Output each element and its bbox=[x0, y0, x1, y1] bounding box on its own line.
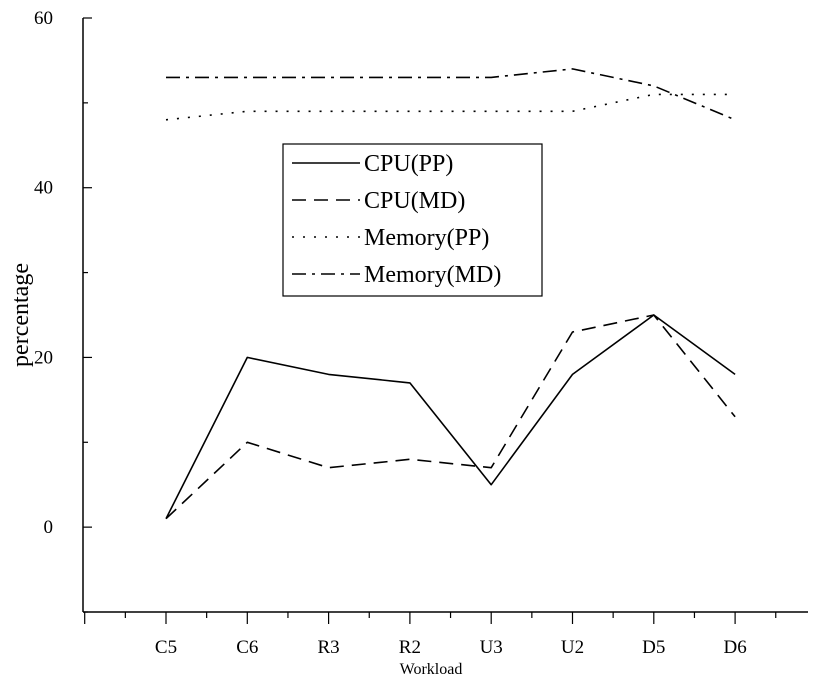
y-tick-label: 20 bbox=[34, 347, 53, 368]
x-tick-label: C5 bbox=[155, 637, 177, 658]
x-tick-label: R2 bbox=[399, 637, 421, 658]
legend-box bbox=[282, 143, 543, 297]
series-line-memory-pp bbox=[165, 93, 736, 121]
x-tick-label: D5 bbox=[642, 637, 665, 658]
series-line-cpu-pp bbox=[165, 314, 736, 520]
x-tick-label: R3 bbox=[318, 637, 340, 658]
y-tick-label: 60 bbox=[34, 8, 53, 29]
axes: 0 20 40 60 C5 C6 R3 R2 U3 U2 D5 D6 bbox=[34, 8, 808, 658]
x-tick-label: D6 bbox=[723, 637, 746, 658]
x-tick-label: U3 bbox=[480, 637, 503, 658]
series-line-memory-md bbox=[166, 68, 736, 121]
y-tick-label: 0 bbox=[44, 517, 54, 538]
legend: CPU(PP) CPU(MD) Memory(PP) Memory(MD) bbox=[282, 143, 543, 297]
x-tick-label: C6 bbox=[236, 637, 258, 658]
y-tick-label: 40 bbox=[34, 178, 53, 199]
x-axis-label: Workload bbox=[400, 661, 463, 678]
legend-label: CPU(PP) bbox=[364, 151, 453, 177]
series-line-cpu-md bbox=[165, 314, 736, 520]
series-lines bbox=[165, 68, 736, 520]
legend-label: Memory(PP) bbox=[364, 225, 489, 251]
legend-label: Memory(MD) bbox=[364, 262, 501, 288]
x-tick-label: U2 bbox=[561, 637, 584, 658]
y-axis-label: percentage bbox=[8, 263, 34, 367]
legend-label: CPU(MD) bbox=[364, 188, 465, 214]
